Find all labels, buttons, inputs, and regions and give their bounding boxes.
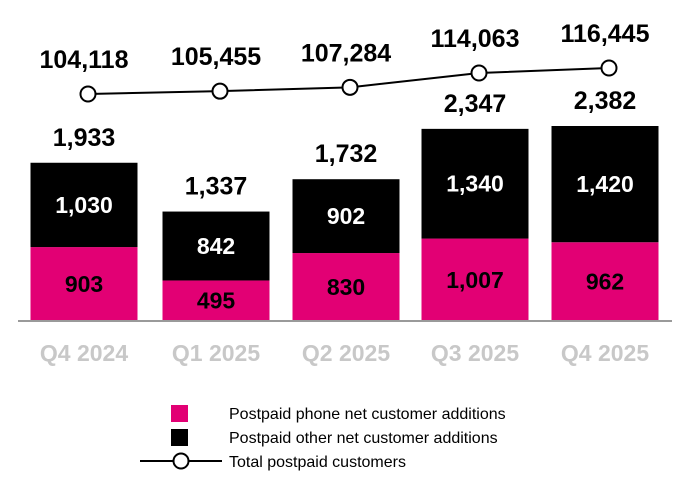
bar-segment-other bbox=[30, 162, 138, 248]
total-customers-point bbox=[79, 85, 97, 103]
total-customers-label: 104,118 bbox=[40, 46, 129, 74]
segment-value-label-phone: 962 bbox=[586, 269, 624, 295]
x-tick-label: Q4 2025 bbox=[561, 340, 649, 366]
x-tick-label: Q2 2025 bbox=[302, 340, 390, 366]
x-tick-label: Q3 2025 bbox=[431, 340, 519, 366]
total-customers-label: 114,063 bbox=[431, 25, 520, 53]
segment-value-label-phone: 1,007 bbox=[446, 267, 504, 293]
bar-segment-other bbox=[551, 126, 659, 243]
total-customers-point bbox=[341, 78, 359, 96]
total-customers-point bbox=[211, 82, 229, 100]
bar-segment-phone bbox=[162, 280, 270, 321]
bar-segment-other bbox=[292, 179, 400, 254]
bar-total-label: 1,337 bbox=[185, 173, 248, 201]
segment-value-label-phone: 495 bbox=[197, 288, 236, 314]
total-line-group bbox=[79, 59, 618, 103]
total-customers-label: 105,455 bbox=[171, 43, 261, 71]
bar-segment-phone bbox=[30, 247, 138, 321]
total-customers-point bbox=[600, 59, 618, 77]
segment-value-label-other: 1,340 bbox=[446, 171, 504, 197]
segment-value-label-phone: 830 bbox=[327, 274, 365, 300]
bar-total-label: 2,347 bbox=[444, 90, 507, 118]
total-customers-point bbox=[470, 64, 488, 82]
bar-segment-phone bbox=[551, 242, 659, 321]
segment-value-label-other: 902 bbox=[327, 203, 365, 229]
segment-value-label-other: 1,420 bbox=[576, 171, 634, 197]
bar-segment-phone bbox=[421, 238, 529, 321]
bar-total-label: 1,933 bbox=[53, 124, 116, 152]
legend-swatch-phone bbox=[171, 405, 188, 422]
labels-group: 903 1,030 1,933 Q4 2024 495 842 1,337 Q1 2025 83… bbox=[40, 20, 650, 366]
segment-value-label-other: 1,030 bbox=[55, 192, 113, 218]
legend-label-phone: Postpaid phone net customer additions bbox=[229, 406, 506, 423]
legend: Postpaid phone net customer additions Po… bbox=[140, 405, 506, 471]
segment-value-label-phone: 903 bbox=[65, 271, 103, 297]
total-customers-label: 107,284 bbox=[301, 39, 391, 67]
bars-group bbox=[30, 126, 659, 321]
bar-segment-phone bbox=[292, 253, 400, 321]
bar-total-label: 1,732 bbox=[315, 140, 378, 168]
legend-line-marker bbox=[172, 452, 190, 470]
x-tick-label: Q4 2024 bbox=[40, 340, 128, 366]
segment-value-label-other: 842 bbox=[197, 233, 235, 259]
bar-segment-other bbox=[162, 211, 270, 281]
total-customers-label: 116,445 bbox=[561, 20, 650, 48]
legend-label-total: Total postpaid customers bbox=[229, 454, 406, 471]
legend-label-other: Postpaid other net customer additions bbox=[229, 430, 498, 447]
bar-segment-other bbox=[421, 128, 529, 239]
bar-total-label: 2,382 bbox=[574, 87, 637, 115]
x-tick-label: Q1 2025 bbox=[172, 340, 260, 366]
legend-swatch-other bbox=[171, 429, 188, 446]
